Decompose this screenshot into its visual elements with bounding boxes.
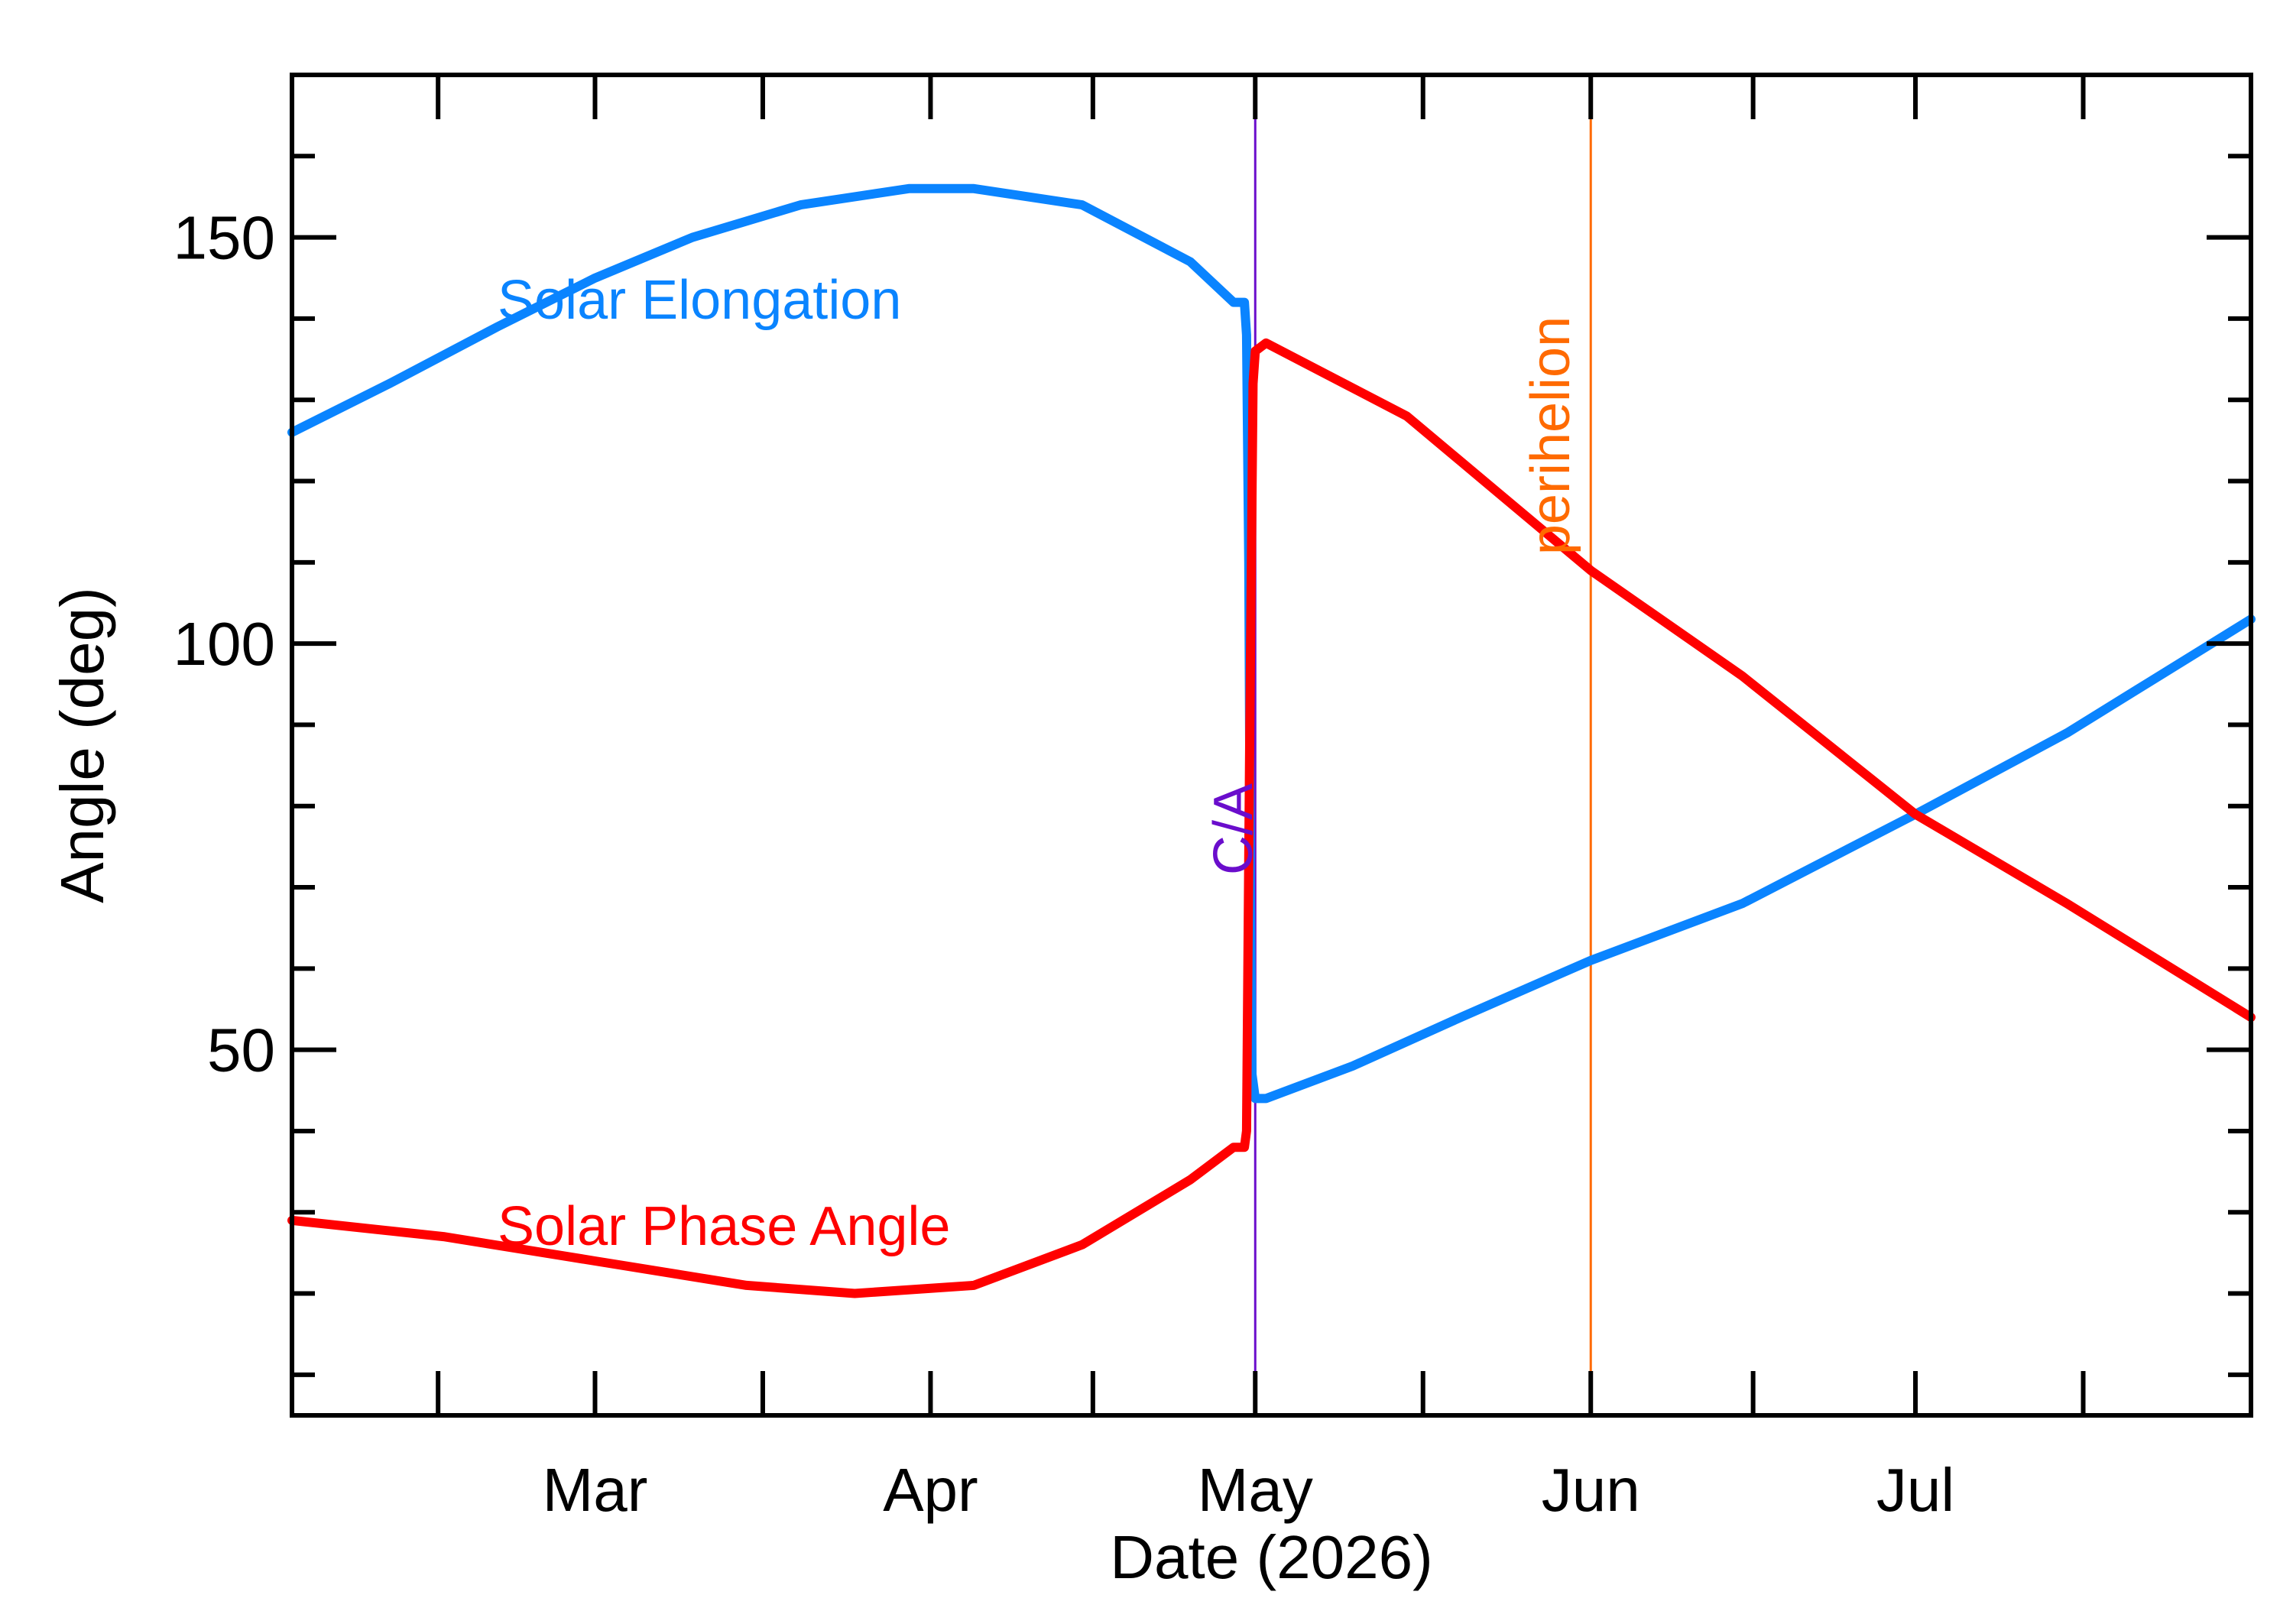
axis-ticks bbox=[292, 73, 2251, 1415]
x-tick-label: Mar bbox=[543, 1456, 648, 1524]
series-layer bbox=[287, 183, 2256, 1298]
series-line-solar-elongation bbox=[287, 183, 2256, 1104]
y-tick-label: 50 bbox=[207, 1016, 275, 1084]
annotation-solar-elongation: Solar Elongation bbox=[498, 270, 901, 331]
tick-labels: Mar Apr May Jun Jul 50 100 150 bbox=[174, 204, 1955, 1524]
series-line-solar-phase-angle bbox=[287, 338, 2256, 1298]
x-tick-label: Jun bbox=[1542, 1456, 1640, 1524]
annotation-c-a: C/A bbox=[1203, 783, 1264, 875]
y-tick-label: 100 bbox=[174, 610, 275, 678]
y-axis-label: Angle (deg) bbox=[48, 587, 116, 903]
x-tick-label: Apr bbox=[883, 1456, 978, 1524]
plot-frame bbox=[290, 73, 2253, 1418]
annotation-perihelion: perihelion bbox=[1520, 316, 1581, 555]
annotations: Solar Elongation Solar Phase Angle C/A peri… bbox=[498, 270, 1581, 1257]
event-lines bbox=[1254, 75, 1592, 1415]
x-tick-label: May bbox=[1198, 1456, 1313, 1524]
plot-frame-group bbox=[290, 73, 2253, 1418]
annotation-solar-phase-angle: Solar Phase Angle bbox=[498, 1196, 950, 1257]
y-tick-label: 150 bbox=[174, 204, 275, 272]
x-axis-label: Date (2026) bbox=[1110, 1523, 1432, 1591]
x-tick-label: Jul bbox=[1876, 1456, 1954, 1524]
